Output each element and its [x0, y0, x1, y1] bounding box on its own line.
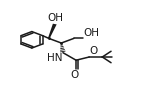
Text: OH: OH	[84, 28, 100, 38]
Text: HN: HN	[47, 53, 62, 63]
Text: O: O	[90, 46, 98, 56]
Polygon shape	[48, 24, 57, 39]
Text: O: O	[70, 70, 79, 80]
Text: OH: OH	[48, 13, 64, 23]
